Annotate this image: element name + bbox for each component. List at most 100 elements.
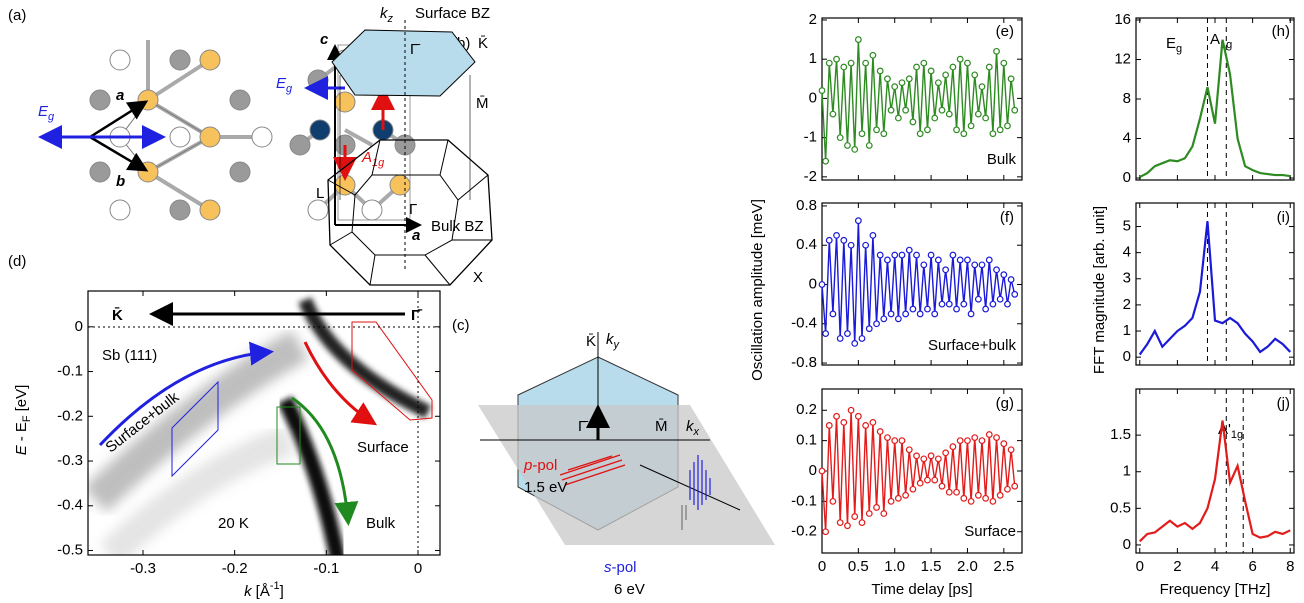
band-label: Surface (357, 439, 409, 456)
data-point (902, 106, 910, 114)
series-line (1138, 221, 1292, 356)
panel-label: (a) (8, 7, 26, 24)
point-label: K̄ (586, 333, 596, 350)
text: E (38, 103, 49, 120)
data-point (884, 75, 891, 83)
x-tick-label: 6 (1248, 558, 1256, 575)
roi (171, 380, 219, 478)
data-point (869, 51, 877, 59)
p-pol-label: p-pol (523, 457, 557, 474)
y-axis-label: Oscillation amplitude [meV] (749, 199, 766, 381)
y-tick-label: -0.2 (57, 407, 83, 424)
atom (109, 49, 131, 71)
panel-label: (c) (452, 317, 470, 334)
data-point (1000, 59, 1008, 67)
data-point (960, 300, 968, 308)
data-point (920, 455, 928, 463)
y-tick-label: -0.5 (57, 541, 83, 558)
data-point (858, 519, 866, 527)
data-point (931, 114, 939, 122)
y-tick-label: 12 (1114, 50, 1131, 67)
data-point (847, 59, 855, 67)
atom (251, 126, 273, 148)
text: E (1166, 35, 1176, 52)
data-point (953, 126, 960, 134)
data-point (902, 491, 910, 499)
data-point (985, 256, 993, 264)
data-point (898, 251, 906, 259)
y-tick-label: 1.5 (1110, 426, 1131, 443)
plot-frame (87, 290, 441, 556)
data-point (942, 449, 950, 457)
y-tick-label: 1 (1123, 463, 1131, 480)
data-point (909, 118, 917, 126)
atom (307, 199, 329, 221)
point-label: K̄ (112, 306, 123, 324)
data-point (833, 231, 840, 239)
data-point (818, 87, 826, 94)
data-point (931, 476, 939, 484)
data-point (953, 488, 960, 496)
data-point (833, 55, 840, 63)
atom (169, 126, 191, 148)
data-point (971, 71, 979, 79)
data-point (1007, 276, 1015, 283)
data-point (956, 55, 964, 63)
data-point (996, 491, 1004, 499)
y-tick-label: -0.3 (57, 452, 83, 469)
data-point (913, 63, 920, 71)
data-point (891, 437, 899, 445)
panel: (e) -2 -1 0 1 2 Bulk (804, 11, 1023, 185)
bond (344, 128, 373, 147)
data-point (945, 488, 953, 496)
data-point (927, 251, 935, 259)
data-point (1007, 446, 1015, 454)
data-point (945, 110, 953, 118)
y-tick-label: 0.5 (1110, 499, 1131, 516)
data-point (920, 59, 928, 67)
edge (424, 254, 451, 286)
y-tick-label: -0.1 (791, 492, 817, 509)
panel-label: (h) (1272, 23, 1290, 40)
data-point (989, 497, 997, 505)
y-tick-label: 0.2 (796, 401, 817, 418)
y-tick-label: 0 (1123, 348, 1131, 365)
data-point (862, 422, 870, 429)
atom (199, 49, 221, 71)
data-point (924, 305, 931, 313)
data-point (905, 75, 913, 83)
data-point (840, 419, 848, 426)
x-tick-label: 1.0 (884, 558, 905, 575)
data-point (974, 110, 982, 118)
data-point (934, 79, 942, 87)
y-tick-label: 0.1 (796, 432, 817, 449)
surface-bz (331, 29, 476, 97)
data-point (993, 266, 1000, 274)
data-point (960, 494, 968, 502)
series-label: Surface (964, 523, 1016, 540)
wave (689, 455, 711, 510)
point-label: Γ (409, 201, 417, 218)
text: k (606, 331, 615, 348)
data-point (913, 251, 920, 259)
data-point (938, 300, 946, 308)
wave (559, 454, 626, 486)
atom (309, 119, 331, 141)
data-point (949, 251, 957, 259)
s-energy-label: 6 eV (614, 581, 645, 598)
atom (289, 134, 311, 156)
data-point (982, 494, 990, 502)
data-point (924, 126, 931, 134)
axis-label: a (412, 227, 420, 244)
x-tick-label: 0.5 (848, 558, 869, 575)
data-point (840, 236, 848, 244)
data-point (978, 261, 986, 269)
series-label: Bulk (987, 151, 1017, 168)
data-point (891, 251, 899, 259)
data-point (818, 467, 826, 475)
panel-a: (a) (8, 7, 422, 244)
text: ] (280, 583, 284, 600)
surface-bz-label: Surface BZ (415, 5, 490, 22)
data-point (858, 335, 866, 342)
